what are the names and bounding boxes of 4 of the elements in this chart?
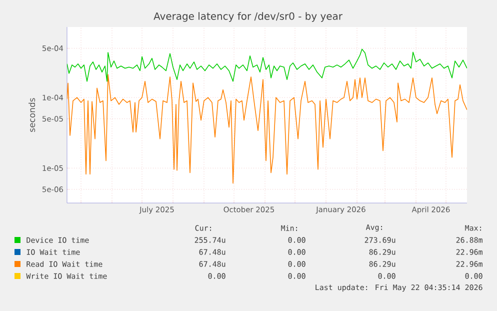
- line-series: [67, 48, 468, 82]
- line-series: [67, 74, 468, 184]
- chart-title: Average latency for /dev/sr0 - by year: [154, 12, 342, 22]
- y-axis-title: seconds: [28, 98, 36, 132]
